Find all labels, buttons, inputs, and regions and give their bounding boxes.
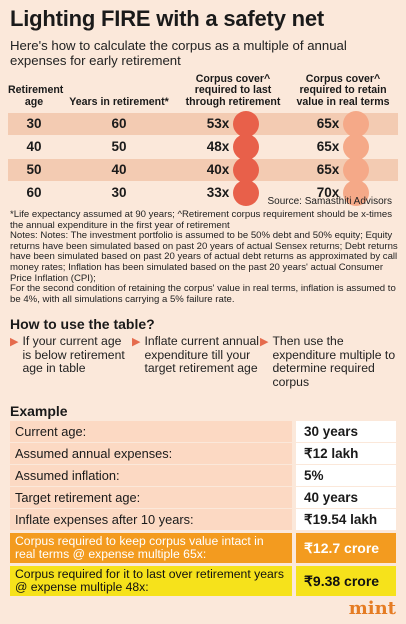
example-value: 40 years [296, 487, 396, 508]
cell-real-value: 70x [316, 185, 340, 200]
cell-last: 48x [178, 134, 288, 160]
cell-real: 70x [288, 180, 398, 206]
table-row: 50 40 40x 65x [8, 157, 398, 183]
footnote: *Life expectancy assumed at 90 years; ^R… [10, 209, 393, 231]
cell-last-value: 40x [206, 162, 230, 177]
example-label: Target retirement age: [10, 487, 292, 508]
pink-bubble-icon [343, 134, 370, 160]
example-row: Target retirement age: 40 years [10, 487, 396, 508]
cell-age: 60 [26, 185, 42, 200]
cell-years: 60 [111, 116, 127, 131]
corpus-table: Retirement age Years in retirement* Corp… [8, 72, 398, 206]
cell-years: 50 [111, 139, 127, 154]
cell-age: 30 [26, 116, 42, 131]
table-row: 30 60 53x 65x [8, 111, 398, 137]
cell-real-value: 65x [316, 116, 340, 131]
pink-bubble-icon [343, 180, 370, 206]
step-item: ▶ Inflate current annual expenditure til… [132, 334, 260, 389]
pink-bubble-icon [343, 111, 370, 137]
cell-real: 65x [288, 134, 398, 160]
howto-steps: ▶ If your current age is below retiremen… [10, 334, 400, 389]
cell-years: 40 [111, 162, 127, 177]
highlight-value: ₹9.38 crore [296, 566, 396, 596]
header-years-in-retirement: Years in retirement* [69, 95, 169, 108]
pink-bubble-icon [343, 157, 370, 183]
cell-last-value: 53x [206, 116, 230, 131]
mint-logo: mint [348, 598, 396, 619]
example-value: ₹12 lakh [296, 443, 396, 464]
cell-age: 40 [26, 139, 42, 154]
example-value: 30 years [296, 421, 396, 442]
step-item: ▶ If your current age is below retiremen… [10, 334, 132, 389]
example-row: Assumed inflation: 5% [10, 465, 396, 486]
howto-heading: How to use the table? [10, 316, 155, 332]
cell-last: 53x [178, 111, 288, 137]
footnotes: *Life expectancy assumed at 90 years; ^R… [10, 209, 400, 305]
cell-real: 65x [288, 111, 398, 137]
example-row: Assumed annual expenses: ₹12 lakh [10, 443, 396, 464]
example-row: Inflate expenses after 10 years: ₹19.54 … [10, 509, 396, 530]
example-value: 5% [296, 465, 396, 486]
cell-last-value: 33x [206, 185, 230, 200]
source-credit: Source: Samasthiti Advisors [267, 196, 393, 207]
cell-real-value: 65x [316, 139, 340, 154]
highlight-last-retirement: Corpus required for it to last over reti… [10, 566, 396, 596]
page-title: Lighting FIRE with a safety net [10, 6, 325, 31]
highlight-real-terms: Corpus required to keep corpus value int… [10, 533, 396, 563]
step-item: ▶ Then use the expenditure multiple to d… [260, 334, 400, 389]
header-retirement-age: Retirement age [8, 84, 64, 108]
highlight-value: ₹12.7 crore [296, 533, 396, 563]
footnote: For the second condition of retaining th… [10, 283, 396, 305]
example-label: Inflate expenses after 10 years: [10, 509, 292, 530]
cell-last-value: 48x [206, 139, 230, 154]
footnote: Notes: Notes: The investment portfolio i… [10, 230, 398, 284]
cell-years: 30 [111, 185, 127, 200]
example-label: Assumed inflation: [10, 465, 292, 486]
table-row: 60 30 33x 70x [8, 180, 398, 206]
red-bubble-icon [233, 157, 260, 183]
highlight-label: Corpus required to keep corpus value int… [10, 533, 292, 563]
example-label: Assumed annual expenses: [10, 443, 292, 464]
example-value: ₹19.54 lakh [296, 509, 396, 530]
cell-age: 50 [26, 162, 42, 177]
cell-real-value: 65x [316, 162, 340, 177]
table-row: 40 50 48x 65x [8, 134, 398, 160]
cell-real: 65x [288, 157, 398, 183]
arrow-right-icon: ▶ [260, 336, 269, 348]
table-header: Retirement age Years in retirement* Corp… [8, 72, 398, 112]
red-bubble-icon [233, 180, 260, 206]
example-heading: Example [10, 403, 68, 419]
header-corpus-last: Corpus cover^ required to last through r… [185, 72, 281, 108]
example-row: Current age: 30 years [10, 421, 396, 442]
header-corpus-real: Corpus cover^ required to retain value i… [296, 72, 390, 108]
red-bubble-icon [233, 134, 260, 160]
cell-last: 33x [178, 180, 288, 206]
page-subtitle: Here's how to calculate the corpus as a … [10, 38, 347, 68]
example-table: Current age: 30 years Assumed annual exp… [10, 421, 396, 596]
red-bubble-icon [233, 111, 260, 137]
highlight-label: Corpus required for it to last over reti… [10, 566, 292, 596]
step-text: Inflate current annual expenditure till … [144, 334, 259, 376]
example-label: Current age: [10, 421, 292, 442]
cell-last: 40x [178, 157, 288, 183]
step-text: If your current age is below retirement … [22, 334, 125, 376]
step-text: Then use the expenditure multiple to det… [272, 334, 396, 389]
arrow-right-icon: ▶ [10, 336, 19, 348]
arrow-right-icon: ▶ [132, 336, 141, 348]
